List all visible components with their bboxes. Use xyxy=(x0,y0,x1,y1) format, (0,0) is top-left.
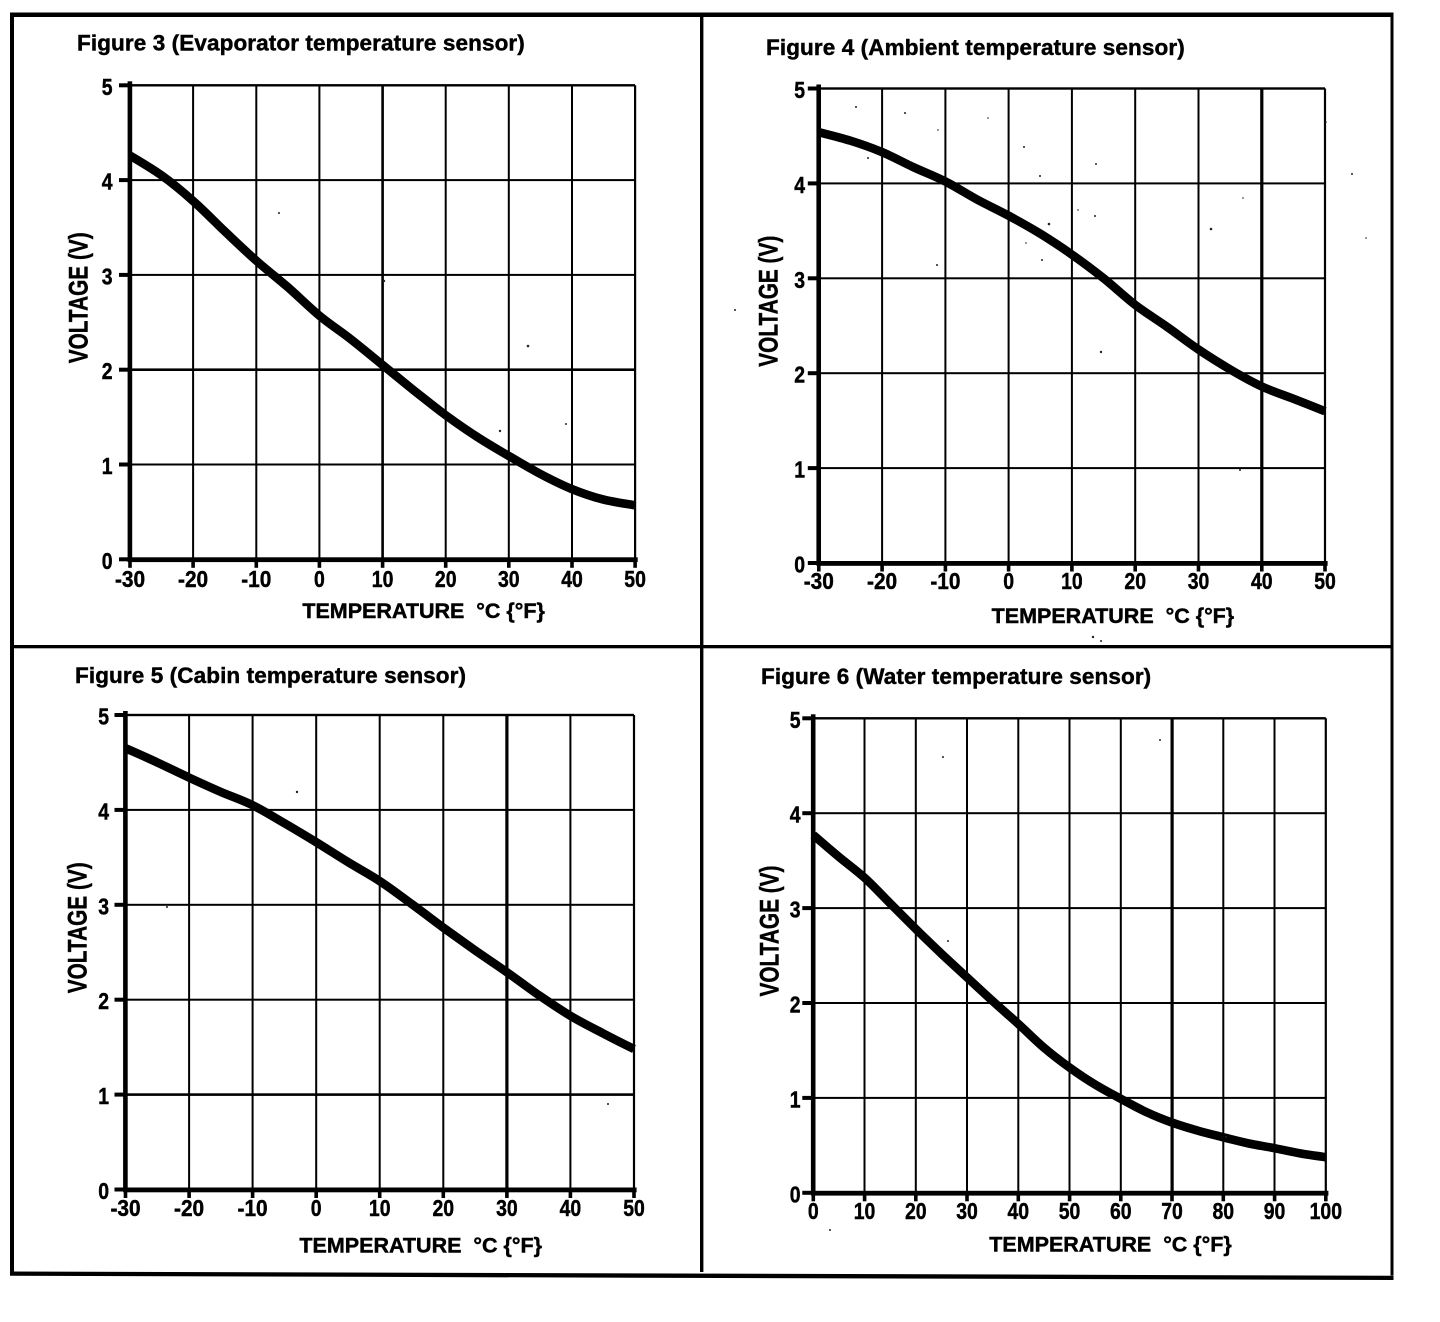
svg-text:Figure 5 (Cabin temperature se: Figure 5 (Cabin temperature sensor) xyxy=(75,663,466,688)
svg-text:30: 30 xyxy=(498,566,520,592)
svg-text:1: 1 xyxy=(794,457,805,483)
svg-text:10: 10 xyxy=(854,1198,876,1224)
svg-text:-10: -10 xyxy=(238,1195,268,1221)
svg-text:4: 4 xyxy=(102,169,113,195)
svg-text:3: 3 xyxy=(102,263,113,289)
svg-text:TEMPERATURE °C {°F}: TEMPERATURE °C {°F} xyxy=(302,599,545,623)
svg-text:70: 70 xyxy=(1161,1198,1183,1224)
svg-text:5: 5 xyxy=(98,704,109,730)
svg-text:-20: -20 xyxy=(174,1195,204,1221)
svg-text:0: 0 xyxy=(790,1181,801,1207)
svg-text:0: 0 xyxy=(1003,568,1014,594)
svg-text:3: 3 xyxy=(98,893,109,919)
svg-text:40: 40 xyxy=(561,566,583,592)
svg-text:50: 50 xyxy=(1059,1198,1081,1224)
svg-text:-20: -20 xyxy=(867,568,897,594)
svg-text:3: 3 xyxy=(790,897,801,923)
svg-text:4: 4 xyxy=(794,172,805,198)
svg-text:0: 0 xyxy=(314,566,325,592)
svg-text:4: 4 xyxy=(98,798,109,824)
svg-text:10: 10 xyxy=(1061,568,1083,594)
svg-text:-30: -30 xyxy=(115,566,145,592)
svg-text:5: 5 xyxy=(794,77,805,103)
svg-text:20: 20 xyxy=(1124,568,1146,594)
svg-text:0: 0 xyxy=(102,548,113,574)
svg-text:VOLTAGE (V): VOLTAGE (V) xyxy=(755,866,785,997)
svg-text:30: 30 xyxy=(496,1195,518,1221)
svg-text:VOLTAGE (V): VOLTAGE (V) xyxy=(753,236,783,367)
svg-text:0: 0 xyxy=(98,1178,109,1204)
svg-text:Figure 4 (Ambient temperature: Figure 4 (Ambient temperature sensor) xyxy=(766,35,1185,60)
svg-text:TEMPERATURE °C {°F}: TEMPERATURE °C {°F} xyxy=(992,604,1235,628)
svg-text:50: 50 xyxy=(1314,568,1336,594)
svg-text:5: 5 xyxy=(790,707,801,733)
svg-text:2: 2 xyxy=(102,358,113,384)
svg-text:20: 20 xyxy=(905,1198,927,1224)
svg-text:0: 0 xyxy=(311,1195,322,1221)
svg-text:1: 1 xyxy=(102,453,113,479)
svg-text:10: 10 xyxy=(372,566,394,592)
svg-text:40: 40 xyxy=(560,1195,582,1221)
svg-text:20: 20 xyxy=(435,566,457,592)
svg-text:2: 2 xyxy=(98,988,109,1014)
svg-text:0: 0 xyxy=(794,552,805,578)
svg-text:60: 60 xyxy=(1110,1198,1132,1224)
svg-text:-30: -30 xyxy=(110,1195,140,1221)
svg-text:10: 10 xyxy=(369,1195,391,1221)
svg-text:TEMPERATURE °C {°F}: TEMPERATURE °C {°F} xyxy=(299,1234,542,1258)
svg-text:2: 2 xyxy=(790,992,801,1018)
svg-text:Figure 6 (Water temperature se: Figure 6 (Water temperature sensor) xyxy=(761,664,1151,689)
svg-text:VOLTAGE (V): VOLTAGE (V) xyxy=(64,232,94,363)
svg-text:4: 4 xyxy=(790,802,801,828)
svg-text:50: 50 xyxy=(623,1195,645,1221)
svg-text:40: 40 xyxy=(1251,568,1273,594)
svg-text:1: 1 xyxy=(790,1086,801,1112)
svg-text:2: 2 xyxy=(794,362,805,388)
svg-text:100: 100 xyxy=(1310,1198,1342,1224)
svg-text:-10: -10 xyxy=(241,566,271,592)
svg-text:5: 5 xyxy=(102,74,113,100)
svg-text:50: 50 xyxy=(624,566,646,592)
svg-text:1: 1 xyxy=(98,1083,109,1109)
svg-text:-10: -10 xyxy=(930,568,960,594)
svg-text:TEMPERATURE °C {°F}: TEMPERATURE °C {°F} xyxy=(989,1233,1232,1257)
svg-text:-20: -20 xyxy=(178,566,208,592)
svg-text:30: 30 xyxy=(1188,568,1210,594)
svg-text:30: 30 xyxy=(956,1198,978,1224)
svg-text:90: 90 xyxy=(1264,1198,1286,1224)
svg-text:-30: -30 xyxy=(804,568,834,594)
svg-text:Figure 3 (Evaporator temperatu: Figure 3 (Evaporator temperature sensor) xyxy=(77,31,525,56)
svg-text:40: 40 xyxy=(1008,1198,1030,1224)
svg-text:3: 3 xyxy=(794,267,805,293)
svg-text:80: 80 xyxy=(1213,1198,1235,1224)
svg-text:VOLTAGE (V): VOLTAGE (V) xyxy=(63,862,93,993)
svg-text:0: 0 xyxy=(808,1198,819,1224)
svg-text:20: 20 xyxy=(433,1195,455,1221)
